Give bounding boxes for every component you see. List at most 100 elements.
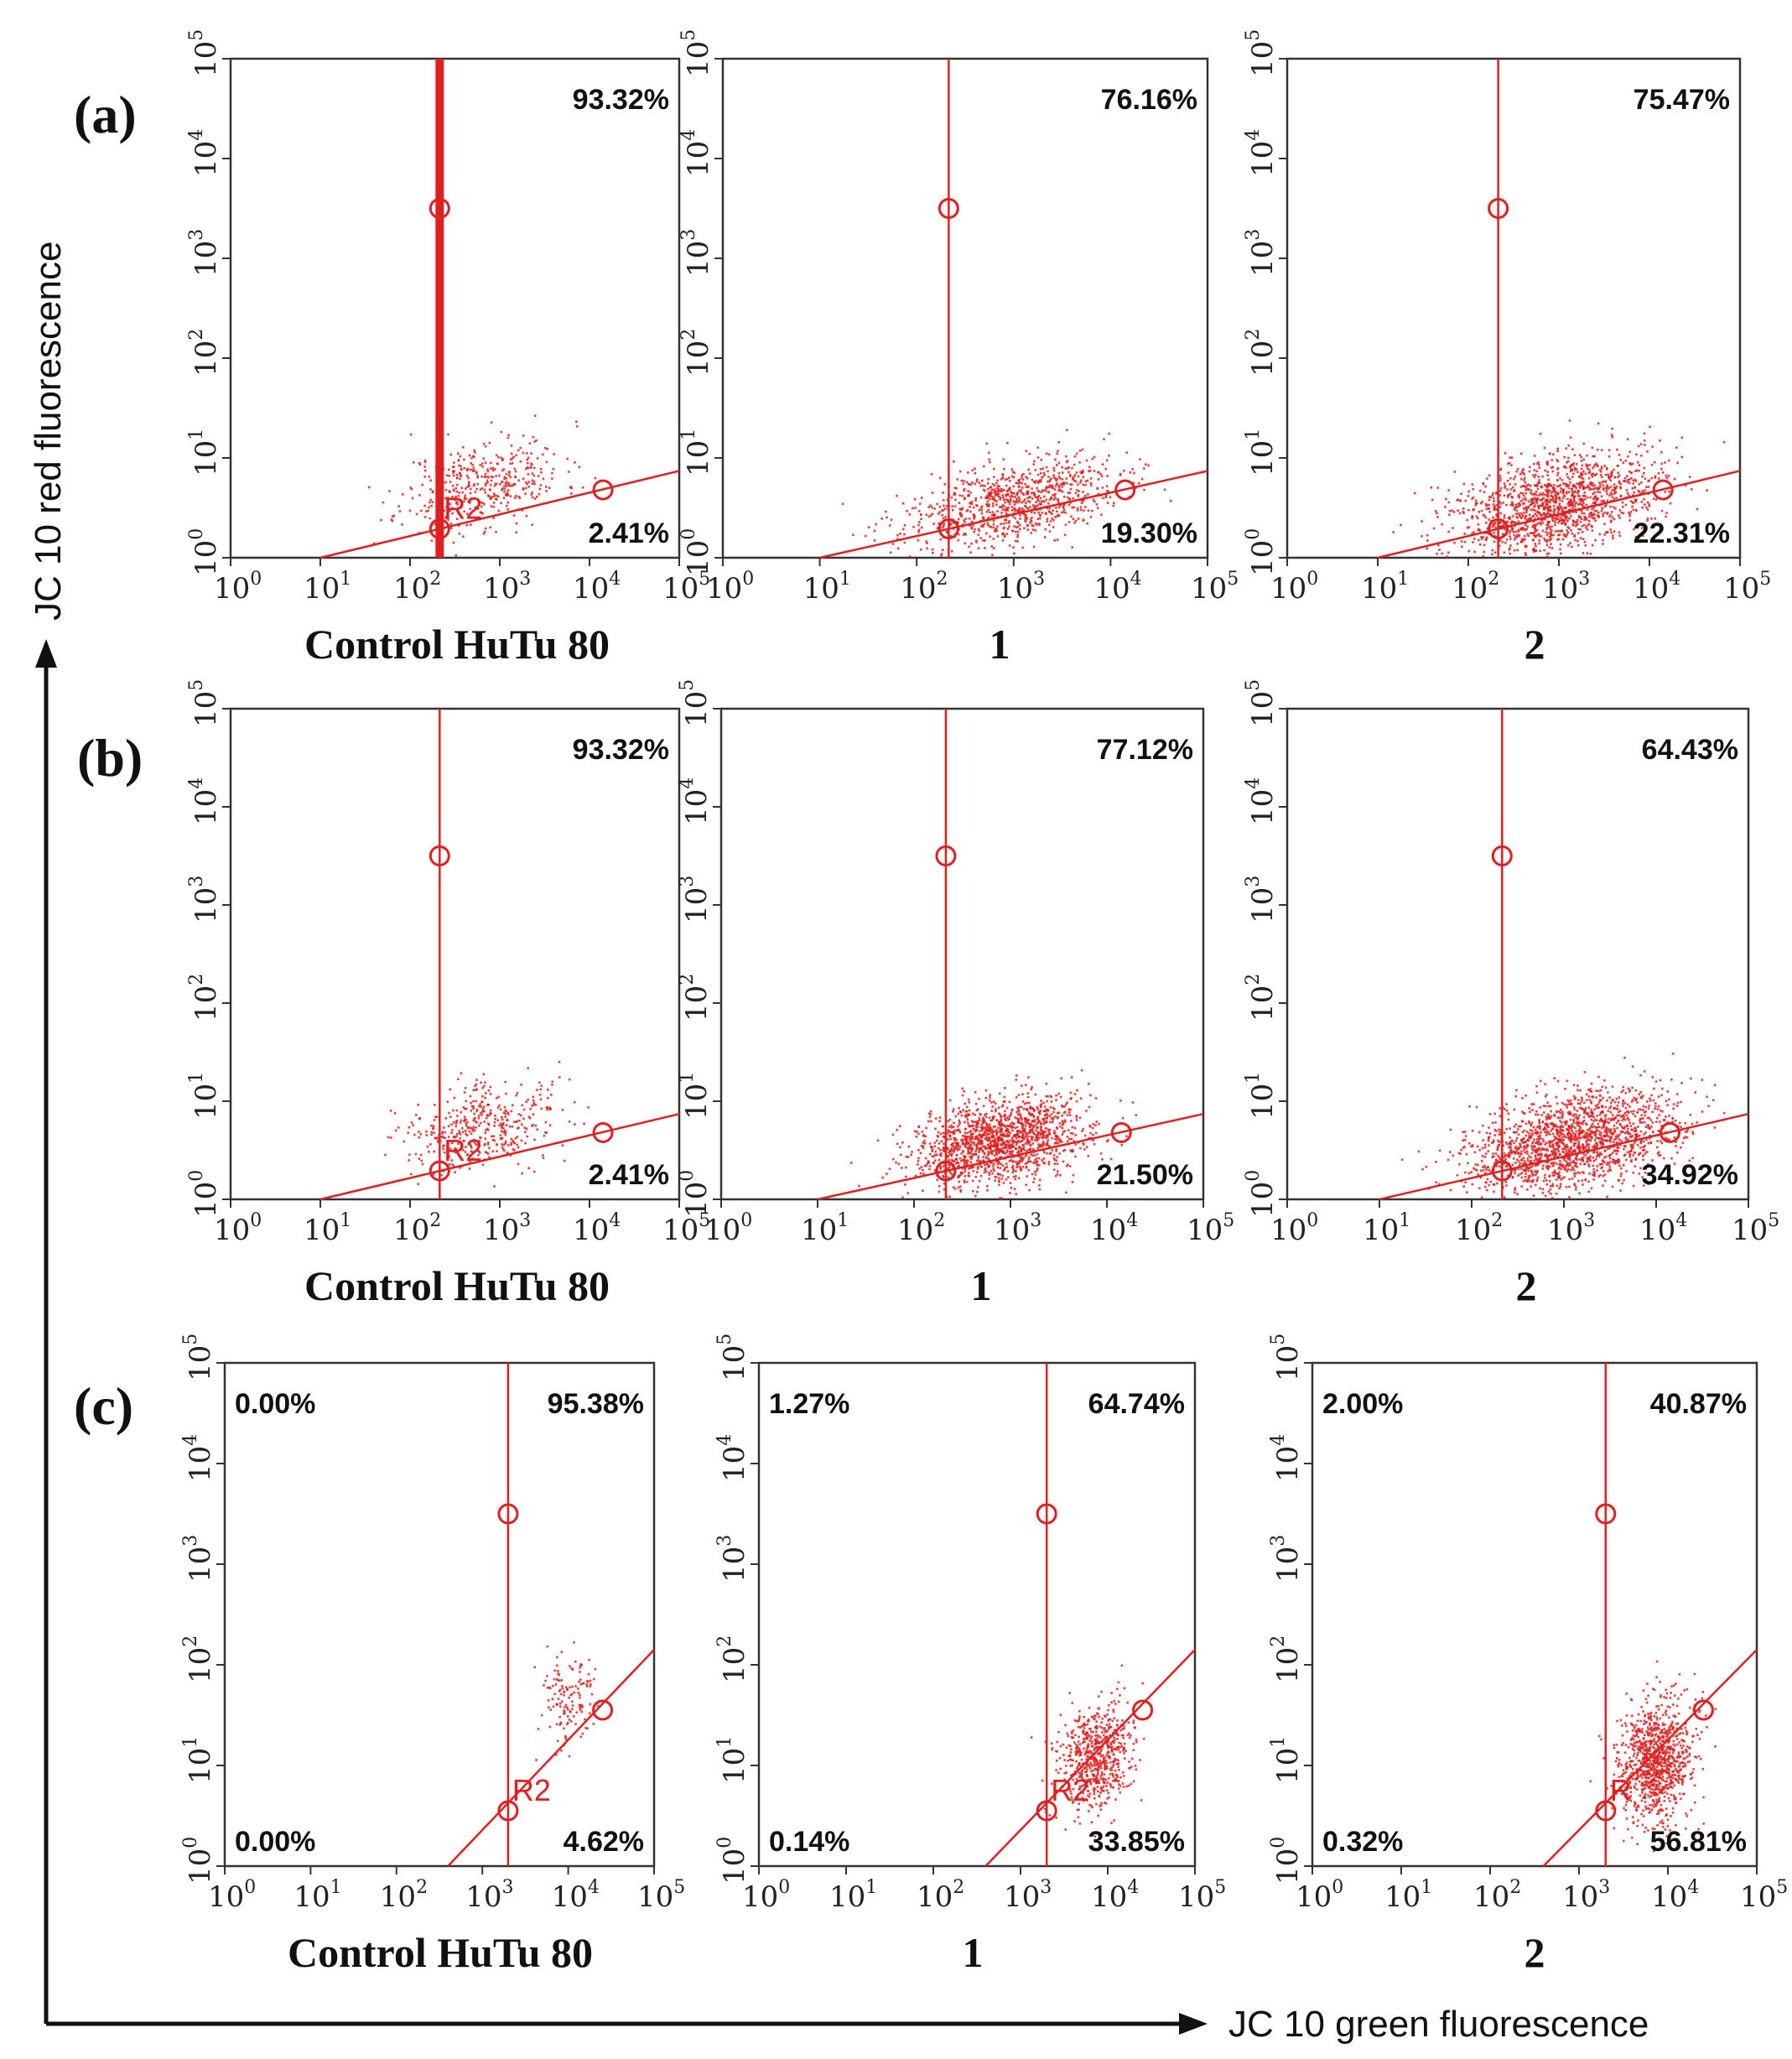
data-point — [998, 1183, 1000, 1186]
gate-handle[interactable] — [1488, 198, 1509, 219]
data-point — [445, 474, 449, 477]
data-point — [1587, 484, 1589, 487]
gate-handle[interactable] — [429, 845, 450, 866]
gate-handle[interactable] — [592, 1121, 614, 1143]
plot-frame — [719, 707, 1205, 1201]
data-point — [1634, 486, 1636, 489]
data-point — [1529, 504, 1532, 507]
data-point — [1036, 1167, 1039, 1170]
data-point — [475, 471, 478, 473]
data-point — [995, 1176, 998, 1178]
data-point — [1644, 444, 1646, 446]
data-point — [1602, 512, 1604, 515]
diagonal-gate-line[interactable] — [1377, 470, 1741, 559]
data-point — [1584, 1146, 1587, 1149]
gate-handle[interactable] — [1652, 479, 1674, 501]
data-point — [1563, 482, 1566, 486]
data-point — [1642, 1117, 1644, 1120]
data-point — [852, 533, 854, 537]
data-point — [1659, 439, 1661, 442]
x-tick-label: 105 — [1187, 1210, 1234, 1247]
data-point — [1600, 467, 1603, 471]
gate-handle[interactable] — [429, 1160, 450, 1182]
data-point — [1499, 475, 1502, 477]
data-point — [987, 1166, 990, 1168]
gate-handle[interactable] — [429, 198, 450, 219]
data-point — [981, 484, 984, 487]
data-point — [1608, 449, 1611, 452]
data-point — [1008, 1139, 1011, 1142]
data-point — [1024, 1162, 1027, 1165]
data-point — [1058, 1152, 1062, 1155]
gate-handle[interactable] — [935, 845, 957, 866]
gate-handle[interactable] — [938, 517, 959, 539]
diagonal-gate-line[interactable] — [319, 470, 680, 559]
data-point — [1036, 496, 1039, 498]
gate-handle[interactable] — [592, 479, 614, 501]
data-point — [442, 1145, 444, 1147]
data-point — [959, 1145, 962, 1148]
data-point — [1548, 512, 1551, 516]
data-point — [450, 1141, 454, 1145]
data-point — [465, 1146, 467, 1148]
data-point — [443, 1136, 446, 1140]
data-point — [526, 452, 528, 455]
data-point — [1536, 482, 1539, 486]
data-point — [512, 1139, 515, 1142]
data-point — [1546, 462, 1549, 465]
data-point — [483, 1084, 486, 1088]
gate-handle[interactable] — [429, 517, 450, 539]
data-point — [998, 485, 1000, 488]
data-point — [409, 486, 412, 489]
data-point — [966, 1121, 969, 1124]
plot-frame — [229, 57, 681, 559]
data-point — [1051, 485, 1053, 488]
gate-handle[interactable] — [1114, 479, 1136, 501]
diagonal-gate-line[interactable] — [817, 1112, 1204, 1201]
data-point — [1016, 1133, 1020, 1136]
gate-handle[interactable] — [938, 198, 959, 219]
data-point — [969, 502, 972, 504]
data-point — [1534, 524, 1537, 528]
gate-handle[interactable] — [935, 1160, 957, 1182]
data-point — [505, 477, 508, 480]
data-point — [1059, 1173, 1062, 1177]
data-point — [1535, 490, 1538, 493]
diagonal-gate-line[interactable] — [319, 1112, 680, 1201]
data-point — [1509, 492, 1512, 496]
data-point — [1558, 520, 1561, 523]
data-point — [1042, 1120, 1046, 1123]
data-point — [1553, 1113, 1556, 1116]
data-point — [476, 1143, 479, 1146]
data-points — [1392, 419, 1726, 559]
data-point — [965, 1137, 969, 1141]
data-point — [1588, 516, 1591, 518]
data-point — [993, 1145, 996, 1148]
data-point — [976, 1165, 979, 1168]
data-point — [519, 446, 522, 450]
data-point — [982, 1134, 984, 1137]
data-point — [418, 461, 421, 465]
data-point — [403, 1140, 406, 1143]
data-point — [1026, 492, 1028, 496]
data-point — [1583, 1101, 1586, 1105]
gate-handle[interactable] — [1110, 1121, 1132, 1143]
data-point — [984, 1167, 987, 1170]
data-point — [1581, 481, 1583, 485]
data-point — [1082, 469, 1084, 472]
data-point — [1050, 1113, 1053, 1115]
data-point — [1052, 526, 1055, 528]
data-point — [471, 464, 475, 466]
data-point — [518, 497, 522, 500]
data-point — [920, 1166, 923, 1168]
data-point — [1066, 496, 1069, 499]
data-point — [1523, 479, 1525, 481]
data-point — [952, 1126, 955, 1128]
data-point — [1533, 455, 1536, 457]
data-point — [1023, 1102, 1026, 1105]
data-point — [969, 483, 973, 486]
data-point — [1035, 1157, 1038, 1160]
diagonal-gate-line[interactable] — [819, 470, 1208, 559]
gate-handle[interactable] — [1488, 517, 1509, 539]
data-point — [1509, 522, 1513, 525]
